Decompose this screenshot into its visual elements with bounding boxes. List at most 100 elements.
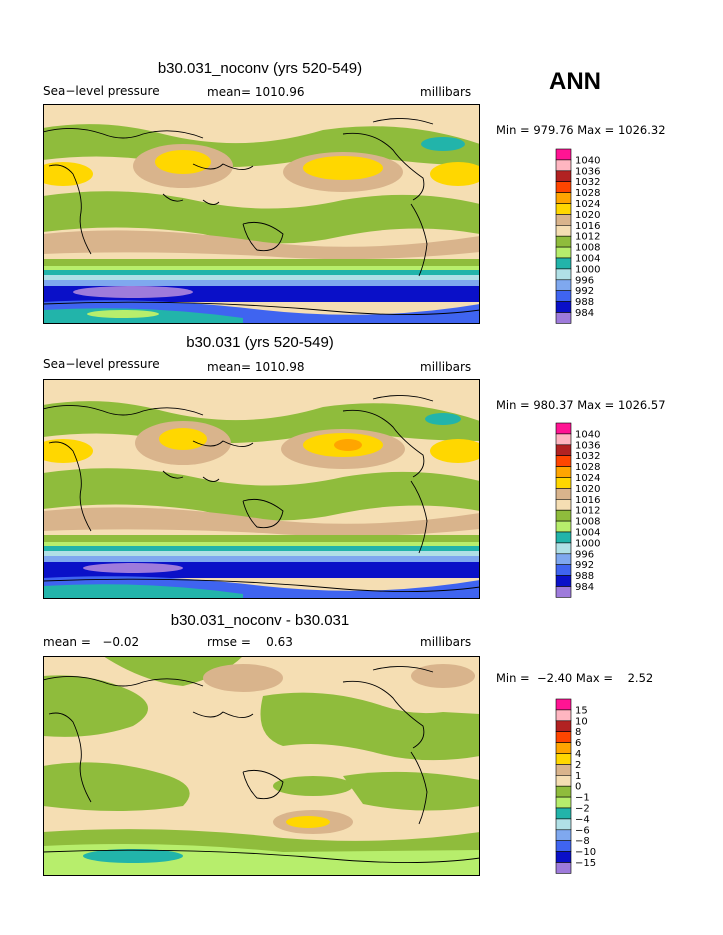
legend-swatch xyxy=(555,720,572,732)
legend-label: 1024 xyxy=(575,199,600,210)
contour-region xyxy=(303,156,383,180)
panel2-minmax: Min = 980.37 Max = 1026.57 xyxy=(496,398,666,412)
legend-label: 15 xyxy=(575,705,588,716)
legend-swatch xyxy=(555,753,572,765)
legend-label: 1036 xyxy=(575,166,600,177)
legend-label: 992 xyxy=(575,286,594,297)
legend-swatch xyxy=(555,586,572,598)
contour-region xyxy=(83,563,183,573)
panel2-map xyxy=(43,379,480,599)
legend-label: 996 xyxy=(575,275,594,286)
legend-swatch xyxy=(555,807,572,820)
legend-label: 1020 xyxy=(575,210,600,221)
contour-region xyxy=(87,310,159,318)
legend-swatch xyxy=(555,775,572,787)
panel1-mean-label: mean= 1010.96 xyxy=(207,85,305,99)
legend-label: 1000 xyxy=(575,538,600,549)
legend-label: −4 xyxy=(575,814,590,825)
contour-region xyxy=(43,259,480,266)
legend-label: 1004 xyxy=(575,528,600,539)
legend-swatch xyxy=(555,553,572,566)
legend-label: −6 xyxy=(575,825,590,836)
panel1-variable-label: Sea−level pressure xyxy=(43,84,160,98)
panel2-units-label: millibars xyxy=(420,360,472,374)
legend-swatch xyxy=(555,312,572,324)
legend-swatch xyxy=(555,214,572,226)
legend-label: 988 xyxy=(575,297,594,308)
legend-swatch xyxy=(555,225,572,237)
contour-region xyxy=(421,137,465,151)
legend-label: 1024 xyxy=(575,473,600,484)
contour-region xyxy=(43,275,480,280)
legend-label: 1000 xyxy=(575,264,600,275)
panel1-title: b30.031_noconv (yrs 520-549) xyxy=(157,60,363,77)
legend-label: 988 xyxy=(575,571,594,582)
contour-region xyxy=(43,551,480,556)
contour-region xyxy=(43,584,243,599)
contour-region xyxy=(43,556,480,562)
legend-swatch xyxy=(555,246,572,259)
legend-swatch xyxy=(555,170,572,182)
legend-swatch xyxy=(555,268,572,281)
contour-region xyxy=(103,656,243,686)
legend-swatch xyxy=(555,159,572,172)
coastlines xyxy=(43,118,480,316)
legend-label: −15 xyxy=(575,858,596,869)
contour-region xyxy=(43,230,480,260)
contour-region xyxy=(43,468,480,521)
contour-region xyxy=(343,771,480,811)
contour-region xyxy=(430,162,480,186)
legend-label: 1012 xyxy=(575,232,600,243)
legend-swatch xyxy=(555,279,572,292)
legend-label: 992 xyxy=(575,560,594,571)
legend-label: 1036 xyxy=(575,440,600,451)
contour-region xyxy=(43,507,480,537)
panel3-rmse-label: rmse = 0.63 xyxy=(207,635,293,649)
panel1-units-label: millibars xyxy=(420,85,472,99)
legend-label: 8 xyxy=(575,727,581,738)
contour-region xyxy=(260,692,480,761)
panel3-minmax: Min = −2.40 Max = 2.52 xyxy=(496,671,654,685)
contour-region xyxy=(273,776,353,796)
legend-swatch xyxy=(555,181,572,193)
legend-swatch xyxy=(555,444,572,456)
legend-swatch xyxy=(555,785,572,798)
legend-label: 1004 xyxy=(575,254,600,265)
panel2-title: b30.031 (yrs 520-549) xyxy=(186,334,334,351)
legend-label: 2 xyxy=(575,760,581,771)
legend-swatch xyxy=(555,148,572,161)
legend-label: 996 xyxy=(575,549,594,560)
panel3-title: b30.031_noconv - b30.031 xyxy=(170,612,350,629)
legend-swatch xyxy=(555,796,572,809)
legend-label: 1012 xyxy=(575,506,600,517)
legend-swatch xyxy=(555,564,572,576)
contour-region xyxy=(43,280,480,286)
legend-label: 10 xyxy=(575,716,588,727)
contour-region xyxy=(73,286,193,298)
contour-region xyxy=(43,762,190,811)
legend-label: 1040 xyxy=(575,155,600,166)
legend-swatch xyxy=(555,829,572,842)
contour-region xyxy=(83,849,183,863)
contour-region xyxy=(43,546,480,551)
legend-swatch xyxy=(555,499,572,511)
legend-label: 1028 xyxy=(575,188,600,199)
coastlines xyxy=(43,395,480,593)
legend-label: 984 xyxy=(575,582,594,593)
legend-swatch xyxy=(555,422,572,435)
legend-swatch xyxy=(555,731,572,743)
legend-label: 6 xyxy=(575,738,581,749)
panel2-variable-label: Sea−level pressure xyxy=(43,357,160,371)
coastlines xyxy=(43,666,480,864)
legend-label: −10 xyxy=(575,847,596,858)
legend-label: 4 xyxy=(575,749,581,760)
legend-swatch xyxy=(555,301,572,313)
legend-swatch xyxy=(555,840,572,852)
legend-swatch xyxy=(555,192,572,204)
legend-label: 1040 xyxy=(575,429,600,440)
legend-label: −1 xyxy=(575,793,590,804)
legend-swatch xyxy=(555,575,572,587)
contour-region xyxy=(425,413,461,425)
legend-swatch xyxy=(555,509,572,522)
